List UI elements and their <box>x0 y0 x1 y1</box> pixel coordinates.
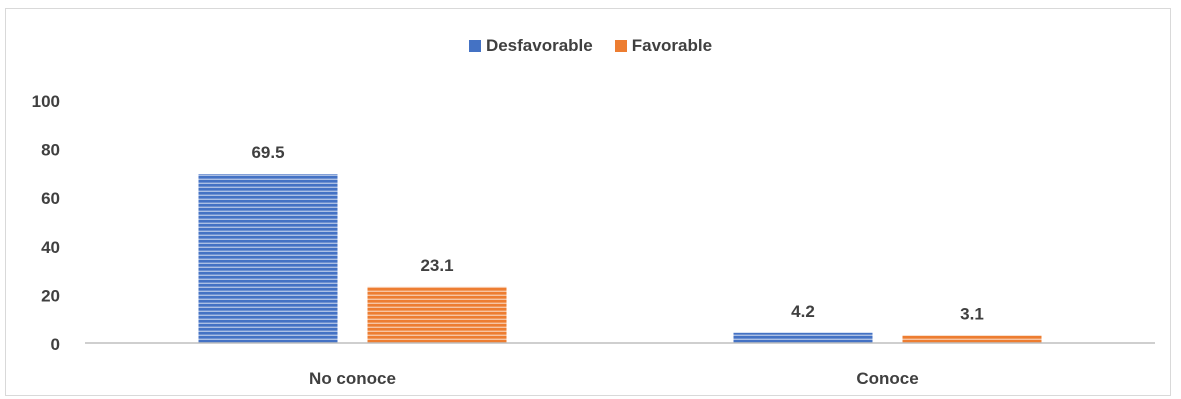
legend-item-favorable: Favorable <box>614 36 713 56</box>
data-label-favorable-no-conoce: 23.1 <box>420 256 453 275</box>
legend-item-desfavorable: Desfavorable <box>468 36 593 56</box>
legend-swatch-desfavorable <box>468 40 481 52</box>
y-tick-label-60: 60 <box>41 189 60 208</box>
legend-label-favorable: Favorable <box>631 36 713 55</box>
bar-favorable-conoce <box>902 335 1042 343</box>
y-tick-label-100: 100 <box>32 92 60 111</box>
legend-label-desfavorable: Desfavorable <box>485 36 593 55</box>
bar-favorable-no-conoce <box>367 286 507 343</box>
y-tick-label-20: 20 <box>41 286 60 305</box>
y-tick-label-80: 80 <box>41 141 60 160</box>
bar-desfavorable-conoce <box>733 332 873 343</box>
y-tick-label-40: 40 <box>41 238 60 257</box>
bar-desfavorable-no-conoce <box>198 174 338 343</box>
legend-swatch-favorable <box>614 40 627 52</box>
x-tick-label-no-conoce: No conoce <box>309 369 396 388</box>
data-label-desfavorable-no-conoce: 69.5 <box>251 143 284 162</box>
x-tick-label-conoce: Conoce <box>856 369 918 388</box>
y-tick-label-0: 0 <box>51 335 60 354</box>
data-label-favorable-conoce: 3.1 <box>960 304 984 323</box>
legend: Desfavorable Favorable <box>0 36 1181 56</box>
data-label-desfavorable-conoce: 4.2 <box>791 302 815 321</box>
